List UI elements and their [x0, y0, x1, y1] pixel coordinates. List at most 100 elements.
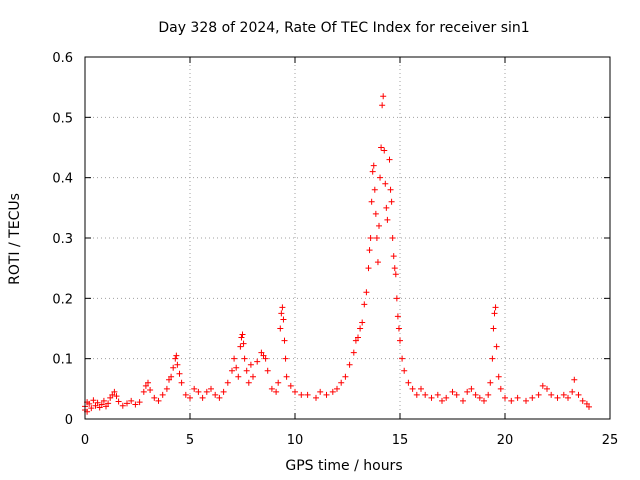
data-point — [338, 379, 345, 386]
data-point — [240, 340, 247, 347]
data-point — [241, 355, 248, 362]
data-point — [323, 391, 330, 398]
data-point — [304, 391, 311, 398]
data-point — [105, 400, 112, 407]
y-tick-label: 0 — [65, 413, 73, 428]
data-point — [579, 397, 586, 404]
data-point — [575, 391, 582, 398]
data-point — [280, 316, 287, 323]
data-point — [489, 355, 496, 362]
data-point — [212, 391, 219, 398]
data-point — [113, 393, 120, 400]
data-point — [287, 382, 294, 389]
data-point — [372, 210, 379, 217]
data-point — [238, 334, 245, 341]
data-point — [378, 144, 385, 151]
data-point — [92, 402, 99, 409]
data-point — [560, 391, 567, 398]
data-point — [195, 388, 202, 395]
data-point — [145, 379, 151, 386]
data-point — [405, 379, 412, 386]
data-point — [174, 361, 181, 368]
data-point — [235, 373, 242, 380]
data-point — [485, 391, 492, 398]
data-point — [443, 394, 450, 401]
data-point — [544, 385, 550, 392]
data-point — [355, 334, 361, 341]
data-point — [389, 235, 396, 241]
data-point — [460, 397, 466, 404]
data-point — [187, 394, 193, 401]
data-point — [119, 402, 126, 409]
data-point — [216, 394, 223, 401]
data-point — [258, 349, 265, 356]
data-point — [334, 385, 340, 392]
data-point — [413, 391, 420, 398]
data-point — [281, 337, 288, 344]
data-point — [428, 394, 435, 401]
data-point — [370, 162, 377, 169]
data-point — [367, 235, 374, 241]
data-point — [199, 394, 206, 401]
data-point — [115, 398, 122, 405]
data-point — [361, 301, 368, 308]
data-point — [220, 388, 227, 395]
data-point — [359, 319, 366, 326]
data-point — [453, 391, 460, 398]
data-point — [142, 382, 149, 389]
data-point — [409, 385, 416, 392]
data-point — [368, 198, 375, 205]
data-point — [395, 325, 402, 332]
data-point — [374, 259, 381, 266]
data-point — [399, 355, 406, 362]
data-point — [100, 397, 107, 404]
data-point — [476, 394, 483, 401]
data-point — [136, 399, 143, 406]
data-point — [376, 222, 382, 229]
data-point — [128, 397, 135, 404]
data-point — [393, 295, 400, 302]
data-point — [493, 343, 500, 350]
data-point — [514, 394, 521, 401]
data-point — [468, 385, 475, 392]
x-tick-label: 10 — [287, 433, 304, 448]
data-point — [422, 391, 429, 398]
data-point — [176, 370, 183, 377]
data-point — [346, 361, 353, 368]
data-point — [277, 325, 284, 332]
data-point — [151, 394, 158, 401]
data-point — [237, 343, 244, 350]
data-point — [260, 352, 267, 359]
data-point — [94, 399, 101, 406]
data-point — [268, 385, 275, 392]
data-point — [492, 304, 499, 311]
data-point — [497, 385, 504, 392]
data-point — [373, 235, 380, 241]
data-point — [388, 198, 395, 205]
data-point — [472, 391, 479, 398]
y-tick-label: 0.1 — [52, 353, 73, 368]
data-point — [491, 310, 498, 317]
data-point — [357, 325, 364, 332]
data-point — [111, 388, 118, 395]
data-point — [88, 405, 95, 412]
data-point — [245, 379, 252, 386]
data-point — [383, 204, 390, 211]
x-tick-label: 5 — [186, 433, 194, 448]
data-point — [352, 337, 359, 344]
data-point — [342, 373, 349, 380]
data-point — [586, 403, 592, 410]
data-point — [487, 379, 494, 386]
data-point — [548, 391, 555, 398]
data-point — [329, 388, 336, 395]
data-point — [182, 391, 189, 398]
y-tick-label: 0.4 — [52, 172, 73, 187]
data-point — [523, 397, 529, 404]
data-point — [109, 391, 116, 398]
data-point — [434, 391, 441, 398]
data-point — [178, 379, 185, 386]
data-point — [140, 388, 147, 395]
data-point — [565, 394, 571, 401]
data-point — [273, 388, 280, 395]
